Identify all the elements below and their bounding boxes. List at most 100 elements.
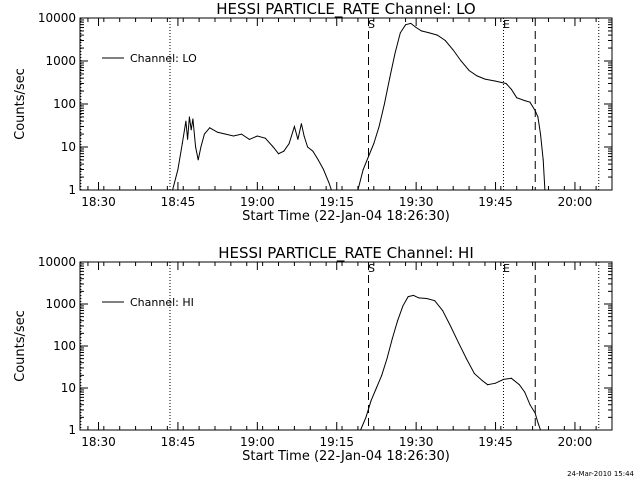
data-point bbox=[272, 146, 274, 148]
data-point bbox=[516, 97, 518, 99]
data-point bbox=[473, 373, 475, 375]
data-point bbox=[426, 298, 428, 299]
legend-entry: Channel: LO bbox=[130, 52, 197, 65]
data-point bbox=[503, 378, 504, 380]
data-point bbox=[217, 131, 219, 133]
data-point bbox=[434, 300, 436, 302]
x-tick-label: 18:45 bbox=[161, 195, 196, 209]
data-point bbox=[200, 146, 202, 148]
marker-label-s: S bbox=[368, 18, 375, 31]
x-tick-label: 19:45 bbox=[478, 435, 513, 449]
data-point bbox=[378, 126, 380, 127]
data-point bbox=[241, 133, 242, 135]
y-axis-label: Counts/sec bbox=[13, 68, 28, 140]
data-point bbox=[362, 169, 364, 170]
y-tick-label: 1000 bbox=[45, 54, 76, 68]
data-point bbox=[383, 103, 385, 105]
data-point bbox=[172, 189, 174, 191]
data-point bbox=[415, 27, 417, 28]
data-point bbox=[323, 169, 324, 170]
data-point bbox=[181, 143, 183, 145]
chart-title: HESSI PARTICLE_RATE Channel: LO bbox=[216, 0, 475, 19]
data-point bbox=[197, 159, 199, 161]
legend-entry: Channel: HI bbox=[130, 296, 194, 309]
data-point bbox=[188, 116, 190, 118]
x-tick-label: 18:30 bbox=[81, 195, 116, 209]
data-point bbox=[495, 382, 496, 384]
data-point bbox=[484, 78, 486, 80]
series-line bbox=[360, 294, 541, 431]
data-point bbox=[405, 24, 407, 26]
data-point bbox=[300, 123, 302, 125]
data-point bbox=[540, 429, 541, 431]
data-point bbox=[537, 422, 539, 424]
data-point bbox=[391, 338, 393, 340]
x-tick-label: 18:30 bbox=[81, 435, 116, 449]
data-point bbox=[177, 169, 179, 170]
data-point bbox=[444, 40, 446, 41]
data-point bbox=[487, 384, 489, 386]
data-point bbox=[368, 156, 369, 157]
x-tick-label: 19:15 bbox=[319, 195, 354, 209]
data-point bbox=[278, 153, 279, 155]
x-axis-label: Start Time (22-Jan-04 18:26:30) bbox=[242, 449, 450, 464]
series-line bbox=[172, 22, 546, 191]
data-point bbox=[357, 189, 359, 191]
data-point bbox=[407, 296, 409, 298]
data-point bbox=[373, 143, 375, 145]
data-point bbox=[365, 416, 367, 418]
data-point bbox=[190, 129, 192, 131]
data-point bbox=[428, 32, 430, 34]
data-point bbox=[225, 133, 227, 135]
data-point bbox=[317, 159, 319, 161]
chart-panel-1: HESSI PARTICLE_RATE Channel: LO 1 10 100 100… bbox=[13, 0, 613, 224]
data-point bbox=[450, 325, 451, 327]
marker-label-e: E bbox=[503, 18, 510, 31]
data-point bbox=[330, 189, 332, 191]
y-tick-label: 100 bbox=[53, 339, 76, 353]
data-point bbox=[410, 22, 412, 24]
data-point bbox=[420, 30, 422, 32]
data-point bbox=[185, 120, 187, 122]
data-point bbox=[264, 137, 266, 139]
x-tick-label: 19:00 bbox=[240, 195, 275, 209]
data-point bbox=[370, 400, 372, 402]
x-tick-label: 20:00 bbox=[558, 195, 593, 209]
data-point bbox=[402, 305, 404, 307]
x-axis-label: Start Time (22-Jan-04 18:26:30) bbox=[242, 209, 450, 224]
x-tick-label: 19:15 bbox=[319, 435, 354, 449]
data-point bbox=[537, 116, 539, 118]
data-point bbox=[529, 101, 531, 103]
data-point bbox=[544, 189, 546, 191]
data-point bbox=[465, 358, 467, 360]
x-tick-label: 19:30 bbox=[399, 435, 434, 449]
data-point bbox=[293, 126, 295, 127]
x-tick-label: 20:00 bbox=[558, 435, 593, 449]
data-point bbox=[534, 412, 536, 414]
footer-timestamp: 24-Mar-2010 15:44 bbox=[567, 470, 634, 478]
y-tick-label: 10 bbox=[61, 140, 76, 154]
data-point bbox=[360, 429, 362, 431]
data-point bbox=[297, 138, 299, 140]
data-point bbox=[256, 135, 258, 137]
data-point bbox=[303, 135, 305, 137]
data-point bbox=[481, 380, 483, 382]
data-point bbox=[524, 100, 526, 102]
data-point bbox=[476, 75, 478, 77]
data-point bbox=[288, 143, 290, 145]
data-point bbox=[418, 297, 420, 299]
data-point bbox=[458, 342, 459, 344]
y-tick-label: 1 bbox=[68, 423, 76, 437]
x-tick-label: 19:30 bbox=[399, 195, 434, 209]
data-point bbox=[209, 127, 211, 129]
y-tick-label: 100 bbox=[53, 97, 76, 111]
chart-panel-2: HESSI PARTICLE_RATE Channel: HI 1 10 100 100… bbox=[13, 244, 613, 464]
data-point bbox=[452, 49, 454, 51]
data-point bbox=[187, 138, 189, 140]
data-point bbox=[375, 387, 377, 389]
data-point bbox=[510, 88, 512, 90]
data-point bbox=[460, 60, 462, 62]
data-point bbox=[203, 133, 205, 135]
data-point bbox=[283, 150, 285, 152]
